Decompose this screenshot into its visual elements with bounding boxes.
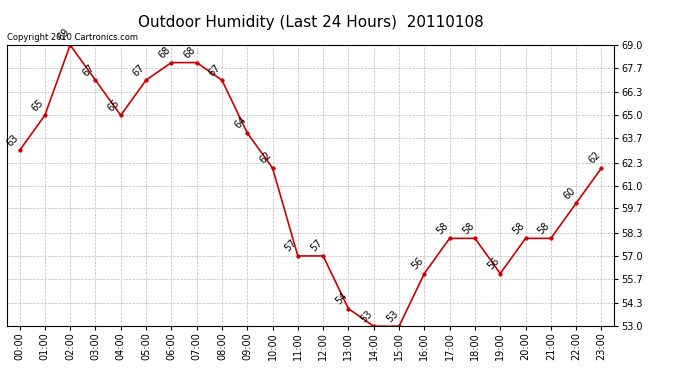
- Text: 56: 56: [409, 255, 425, 272]
- Text: 64: 64: [233, 115, 248, 131]
- Text: 67: 67: [81, 62, 97, 78]
- Text: 62: 62: [586, 150, 602, 166]
- Text: 60: 60: [562, 185, 577, 201]
- Text: Copyright 2010 Cartronics.com: Copyright 2010 Cartronics.com: [7, 33, 138, 42]
- Text: 67: 67: [207, 62, 223, 78]
- Text: 57: 57: [283, 238, 299, 254]
- Text: 65: 65: [30, 98, 46, 113]
- Text: 58: 58: [536, 220, 552, 236]
- Text: Outdoor Humidity (Last 24 Hours)  20110108: Outdoor Humidity (Last 24 Hours) 2011010…: [137, 15, 484, 30]
- Text: 65: 65: [106, 98, 121, 113]
- Text: 58: 58: [511, 220, 526, 236]
- Text: 53: 53: [384, 308, 400, 324]
- Text: 68: 68: [182, 45, 197, 60]
- Text: 69: 69: [55, 27, 71, 43]
- Text: 63: 63: [5, 133, 21, 148]
- Text: 54: 54: [333, 291, 349, 306]
- Text: 67: 67: [131, 62, 147, 78]
- Text: 58: 58: [435, 220, 451, 236]
- Text: 53: 53: [359, 308, 375, 324]
- Text: 56: 56: [485, 255, 501, 272]
- Text: 58: 58: [460, 220, 476, 236]
- Text: 62: 62: [257, 150, 273, 166]
- Text: 68: 68: [157, 45, 172, 60]
- Text: 57: 57: [308, 238, 324, 254]
